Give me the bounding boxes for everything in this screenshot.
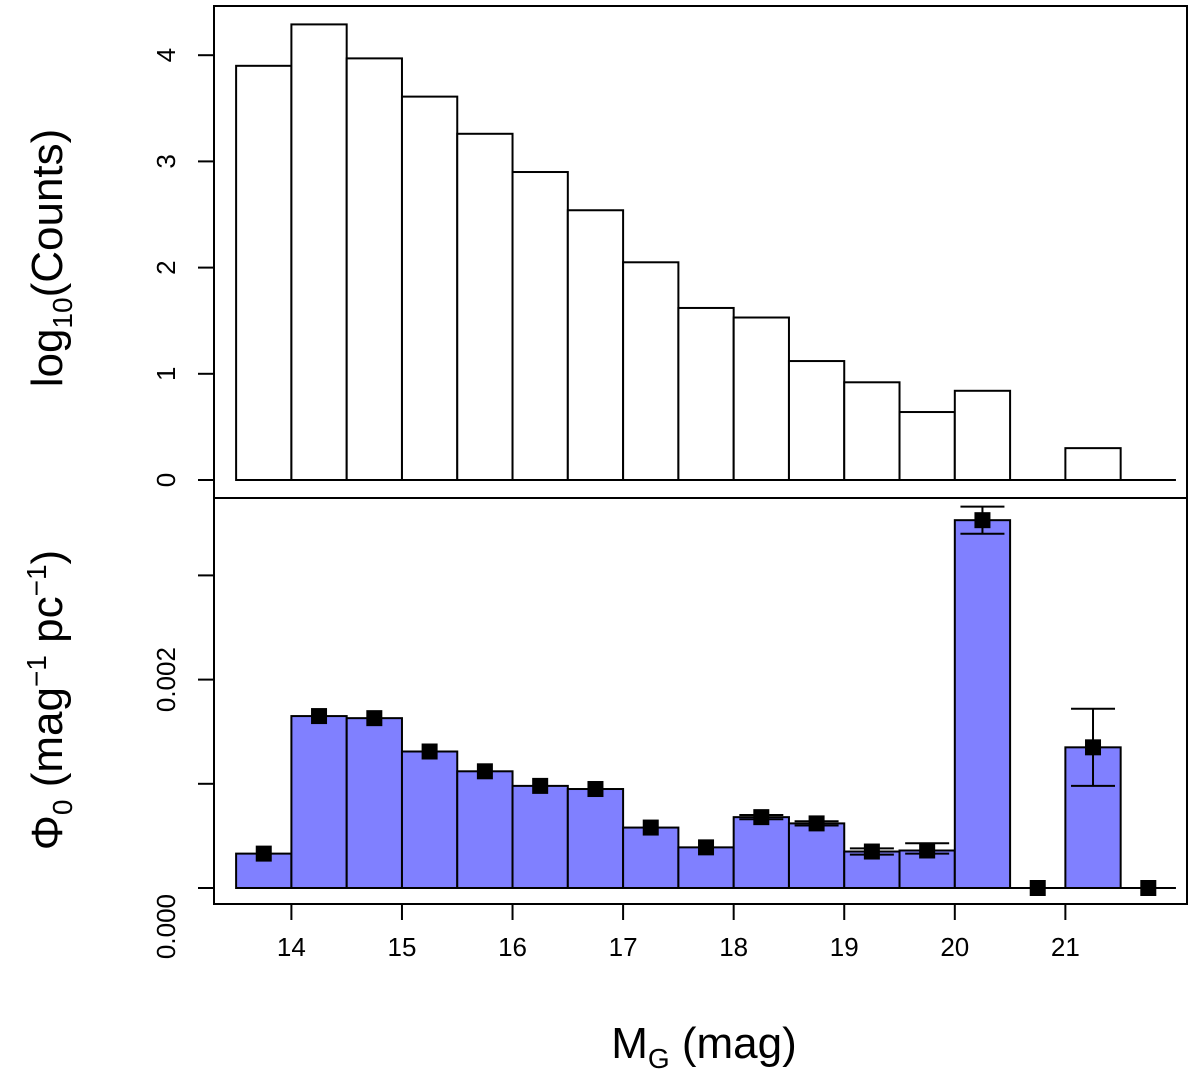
bottom-bar bbox=[290, 715, 348, 889]
bottom-bar bbox=[787, 822, 846, 889]
x-axis-title-sub: G bbox=[648, 1043, 670, 1074]
top-bar bbox=[787, 360, 846, 481]
data-point bbox=[1029, 880, 1046, 896]
bottom-y-axis-title-exp-2: −1 bbox=[21, 564, 52, 596]
x-tick-label: 17 bbox=[609, 932, 638, 962]
data-point bbox=[476, 763, 493, 780]
x-tick-label: 15 bbox=[388, 932, 417, 962]
top-bar bbox=[345, 57, 403, 482]
data-point bbox=[587, 781, 604, 798]
bottom-y-tick-label: 0.002 bbox=[151, 647, 181, 712]
x-axis-title-main: M bbox=[611, 1019, 648, 1068]
top-bar bbox=[235, 64, 293, 481]
x-axis: 14 15 16 17 18 19 20 21 bbox=[277, 904, 1080, 962]
data-point bbox=[532, 777, 549, 794]
data-point bbox=[311, 708, 328, 725]
data-point bbox=[808, 815, 825, 832]
top-panel: 0 1 2 3 4 bbox=[151, 5, 1188, 499]
top-bar bbox=[677, 306, 735, 481]
data-point bbox=[642, 819, 659, 836]
bottom-y-axis-title-unit-pc: pc bbox=[23, 596, 72, 642]
bottom-bar bbox=[400, 750, 459, 889]
top-bar bbox=[622, 261, 680, 482]
top-bar bbox=[1064, 447, 1122, 482]
bottom-y-axis-title: Φ0 (mag−1 pc−1) bbox=[21, 550, 78, 850]
bottom-y-axis-title-unit-mag: mag bbox=[23, 687, 72, 773]
bottom-bar bbox=[953, 519, 1012, 889]
top-bar bbox=[566, 209, 625, 481]
x-axis-title: MG (mag) bbox=[611, 1019, 797, 1074]
x-tick-label: 21 bbox=[1051, 932, 1080, 962]
x-axis-title-tail: (mag) bbox=[670, 1019, 797, 1068]
top-bar bbox=[511, 171, 569, 482]
bottom-bar bbox=[456, 770, 514, 890]
bottom-y-axis-title-sub: 0 bbox=[47, 800, 78, 816]
data-point bbox=[255, 845, 272, 862]
bottom-bar bbox=[511, 784, 569, 889]
top-bar bbox=[400, 95, 459, 481]
top-bar bbox=[732, 316, 790, 481]
bottom-bar bbox=[732, 816, 790, 889]
top-y-tick-label: 2 bbox=[151, 260, 181, 274]
x-tick-label: 16 bbox=[498, 932, 527, 962]
bottom-y-tick-label: 0.000 bbox=[151, 894, 181, 959]
top-y-tick-label: 0 bbox=[151, 473, 181, 487]
data-point bbox=[974, 512, 991, 529]
top-y-tick-label: 4 bbox=[151, 48, 181, 62]
top-y-tick-label: 1 bbox=[151, 367, 181, 381]
top-y-axis-title-tail: (Counts) bbox=[23, 129, 72, 298]
top-bar bbox=[290, 23, 348, 481]
data-point bbox=[1085, 739, 1102, 756]
bottom-bar bbox=[566, 788, 625, 890]
x-tick-label: 20 bbox=[940, 932, 969, 962]
top-bar bbox=[843, 381, 901, 481]
x-tick-label: 19 bbox=[830, 932, 859, 962]
top-bar bbox=[953, 389, 1012, 481]
data-point bbox=[421, 743, 438, 760]
data-point bbox=[753, 809, 770, 826]
data-point bbox=[1140, 880, 1157, 896]
top-bar bbox=[456, 132, 514, 481]
data-point bbox=[863, 843, 880, 860]
top-y-axis-title-sub: 10 bbox=[47, 297, 78, 328]
data-point bbox=[698, 839, 715, 856]
bottom-panel: 0.000 0.002 bbox=[151, 497, 1188, 959]
x-tick-label: 14 bbox=[277, 932, 306, 962]
data-point bbox=[366, 710, 383, 727]
bottom-y-axis-title-exp-1: −1 bbox=[21, 655, 52, 687]
x-tick-label: 18 bbox=[719, 932, 748, 962]
bottom-bar bbox=[345, 717, 403, 889]
top-y-axis-title: log10(Counts) bbox=[23, 129, 78, 388]
bottom-panel-frame bbox=[213, 497, 1188, 905]
bottom-bar bbox=[622, 826, 680, 890]
data-point bbox=[919, 842, 936, 859]
top-bar bbox=[898, 411, 956, 482]
top-y-tick-label: 3 bbox=[151, 154, 181, 168]
top-y-axis-title-main: log bbox=[23, 329, 72, 388]
bottom-y-axis-title-symbol: Φ bbox=[23, 815, 72, 850]
